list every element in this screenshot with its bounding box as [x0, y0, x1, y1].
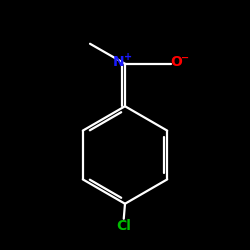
- Text: +: +: [124, 52, 132, 62]
- Text: Cl: Cl: [116, 219, 131, 233]
- Text: O: O: [170, 56, 182, 70]
- Text: −: −: [181, 53, 189, 63]
- Text: N: N: [113, 55, 124, 69]
